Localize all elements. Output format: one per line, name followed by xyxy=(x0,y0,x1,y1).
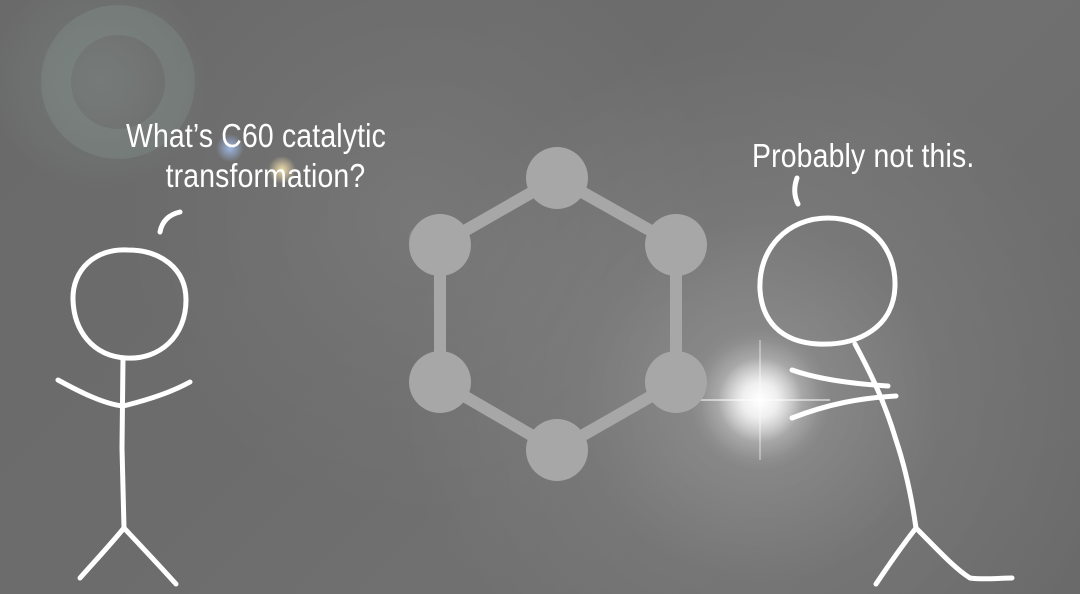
body xyxy=(852,341,919,531)
atom xyxy=(645,351,707,413)
head-icon xyxy=(757,215,898,347)
left-speech-text: What’s C60 catalytic transformation? xyxy=(126,116,386,196)
atom xyxy=(526,147,588,209)
lower-arm xyxy=(789,393,899,421)
left-speech-line1: What’s C60 catalytic xyxy=(126,117,387,154)
atom xyxy=(409,351,471,413)
left-leg xyxy=(873,525,919,587)
left-leg xyxy=(77,525,127,581)
atom xyxy=(526,419,588,481)
left-speech-line2: transformation? xyxy=(165,157,366,194)
flare-ring xyxy=(41,5,195,159)
body xyxy=(119,355,127,531)
speech-tick xyxy=(157,209,183,235)
right-leg xyxy=(121,525,179,587)
flare-orb xyxy=(268,156,296,184)
head-icon xyxy=(70,247,189,361)
molecule-atoms xyxy=(409,147,707,481)
flare-orb xyxy=(216,134,244,162)
upper-arm xyxy=(789,367,891,389)
arms xyxy=(55,377,193,409)
atom xyxy=(409,214,471,276)
speech-tick xyxy=(792,175,801,207)
right-speech-text: Probably not this. xyxy=(752,137,975,174)
right-leg xyxy=(913,525,1015,582)
atom xyxy=(645,214,707,276)
